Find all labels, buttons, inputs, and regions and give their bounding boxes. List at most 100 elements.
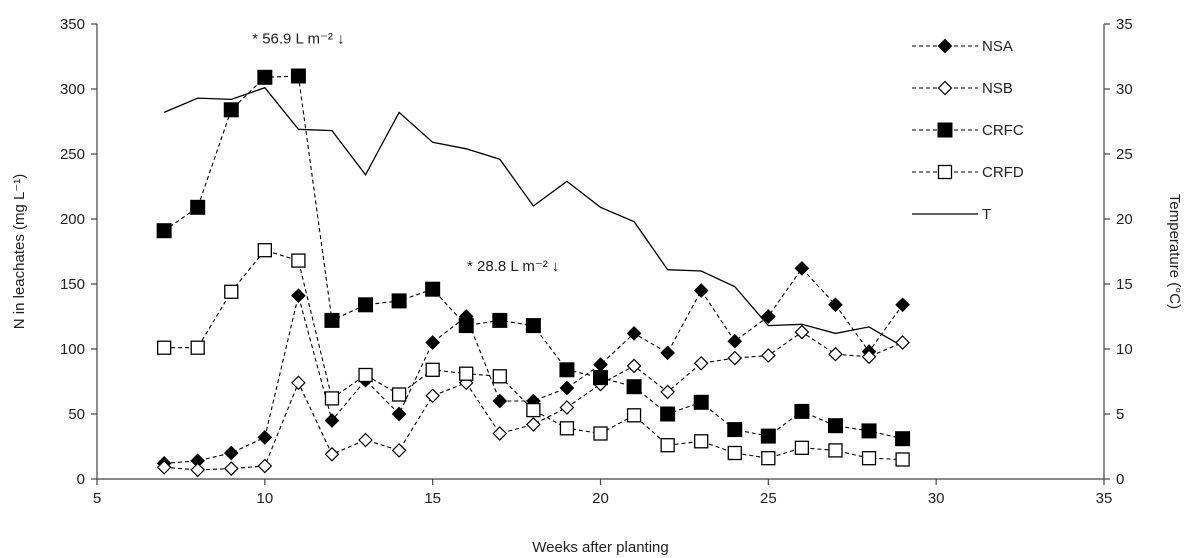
legend: NSA NSB CRFC CRFD T — [912, 38, 1024, 223]
data-point-nsb — [223, 461, 239, 476]
data-point-nsb — [828, 346, 843, 362]
axes-layer: 5 10 15 20 25 30 35050100150200250300350051015… — [60, 16, 1133, 507]
y-tick-label: 100 — [60, 341, 85, 358]
data-point-crfc — [358, 297, 374, 313]
legend-item-crfc: CRFC — [912, 122, 1024, 139]
series-line-nsa — [164, 267, 904, 464]
data-point-crfc — [827, 418, 843, 434]
data-point-nsb — [190, 462, 206, 478]
data-point-crfc — [391, 293, 407, 309]
data-point-crfc — [257, 69, 273, 85]
data-point-nsa — [895, 297, 910, 313]
data-point-crfd — [761, 451, 776, 466]
legend-marker — [937, 80, 953, 96]
legend-label: NSB — [982, 80, 1013, 97]
y-tick-label: 150 — [60, 276, 85, 293]
x-tick-label: 10 — [256, 490, 273, 507]
data-point-nsb — [693, 355, 709, 371]
legend-item-crfd: CRFD — [912, 164, 1024, 181]
legend-item-nsb: NSB — [912, 80, 1013, 97]
data-point-nsb — [794, 324, 810, 340]
data-point-crfc — [861, 423, 877, 439]
data-point-nsb — [492, 426, 508, 441]
data-point-crfd — [828, 443, 843, 458]
legend-item-t: T — [912, 206, 991, 223]
data-point-crfc — [727, 422, 743, 438]
y2-tick-label: 15 — [1116, 276, 1133, 293]
data-point-crfd — [526, 402, 541, 418]
data-point-crfc — [223, 102, 239, 118]
series-line-t — [163, 86, 903, 347]
x-tick-label: 35 — [1096, 490, 1113, 507]
y2-tick-label: 5 — [1116, 406, 1124, 423]
data-point-crfc — [593, 370, 608, 386]
data-point-nsb — [626, 358, 642, 374]
data-point-crfd — [425, 362, 440, 377]
y2-tick-label: 35 — [1116, 16, 1133, 33]
data-point-crfd — [257, 243, 272, 258]
legend-marker — [937, 164, 953, 180]
y-tick-label: 0 — [77, 471, 85, 488]
series-line-nsb — [164, 331, 903, 471]
data-point-nsa — [425, 335, 441, 350]
data-point-nsa — [727, 333, 743, 349]
x-tick-label: 30 — [928, 490, 945, 507]
data-point-nsb — [760, 348, 776, 363]
data-point-nsb — [861, 349, 877, 365]
data-point-nsb — [257, 458, 273, 474]
data-point-nsa — [828, 297, 843, 313]
data-point-nsa — [492, 393, 508, 409]
data-point-crfd — [190, 340, 205, 355]
series-layer — [156, 68, 911, 478]
data-point-nsa — [593, 357, 608, 372]
x-tick-label: 20 — [592, 490, 609, 507]
legend-label: CRFD — [982, 164, 1024, 181]
series-t — [163, 86, 903, 347]
data-point-nsb — [526, 417, 541, 432]
data-point-nsa — [291, 288, 306, 304]
x-tick-label: 25 — [760, 490, 777, 507]
legend-marker — [937, 38, 953, 54]
data-point-crfd — [626, 408, 642, 423]
y-tick-label: 200 — [60, 211, 85, 228]
data-point-nsb — [660, 384, 675, 400]
legend-marker — [937, 122, 953, 138]
data-point-crfd — [727, 445, 742, 461]
annotation-label: * 28.8 L m⁻² ↓ — [467, 258, 559, 275]
data-point-crfd — [391, 387, 407, 402]
data-point-crfc — [693, 394, 709, 410]
data-point-nsb — [425, 388, 441, 404]
y-tick-label: 350 — [60, 16, 85, 33]
data-point-nsb — [727, 350, 743, 366]
y-tick-label: 50 — [68, 406, 85, 423]
legend-label: NSA — [982, 38, 1013, 55]
data-point-nsa — [257, 430, 273, 445]
data-point-crfd — [459, 366, 474, 381]
data-point-crfc — [290, 68, 306, 84]
data-point-crfc — [895, 431, 911, 447]
data-point-crfc — [324, 312, 340, 328]
series-nsa — [156, 261, 910, 471]
y2-tick-label: 0 — [1116, 471, 1124, 488]
data-point-crfc — [760, 428, 776, 444]
data-point-nsb — [559, 400, 575, 415]
data-point-nsb — [156, 459, 172, 475]
data-point-nsa — [693, 283, 709, 298]
legend-label: CRFC — [982, 122, 1024, 139]
data-point-nsa — [760, 309, 776, 324]
x-tick-label: 5 — [93, 490, 101, 507]
data-point-nsa — [626, 326, 642, 341]
y-axis-title: N in leachates (mg L⁻¹) — [11, 174, 28, 329]
data-point-crfd — [156, 340, 172, 355]
y2-tick-label: 10 — [1116, 341, 1133, 358]
data-point-crfd — [895, 452, 910, 467]
y2-axis-title: Temperature (°C) — [1166, 194, 1183, 309]
data-point-nsa — [324, 413, 340, 428]
data-point-crfd — [224, 284, 239, 299]
data-point-crfd — [291, 253, 306, 268]
x-axis-title: Weeks after planting — [532, 539, 668, 556]
data-point-crfc — [425, 281, 441, 297]
data-point-nsb — [358, 432, 373, 448]
data-point-crfd — [358, 367, 373, 383]
